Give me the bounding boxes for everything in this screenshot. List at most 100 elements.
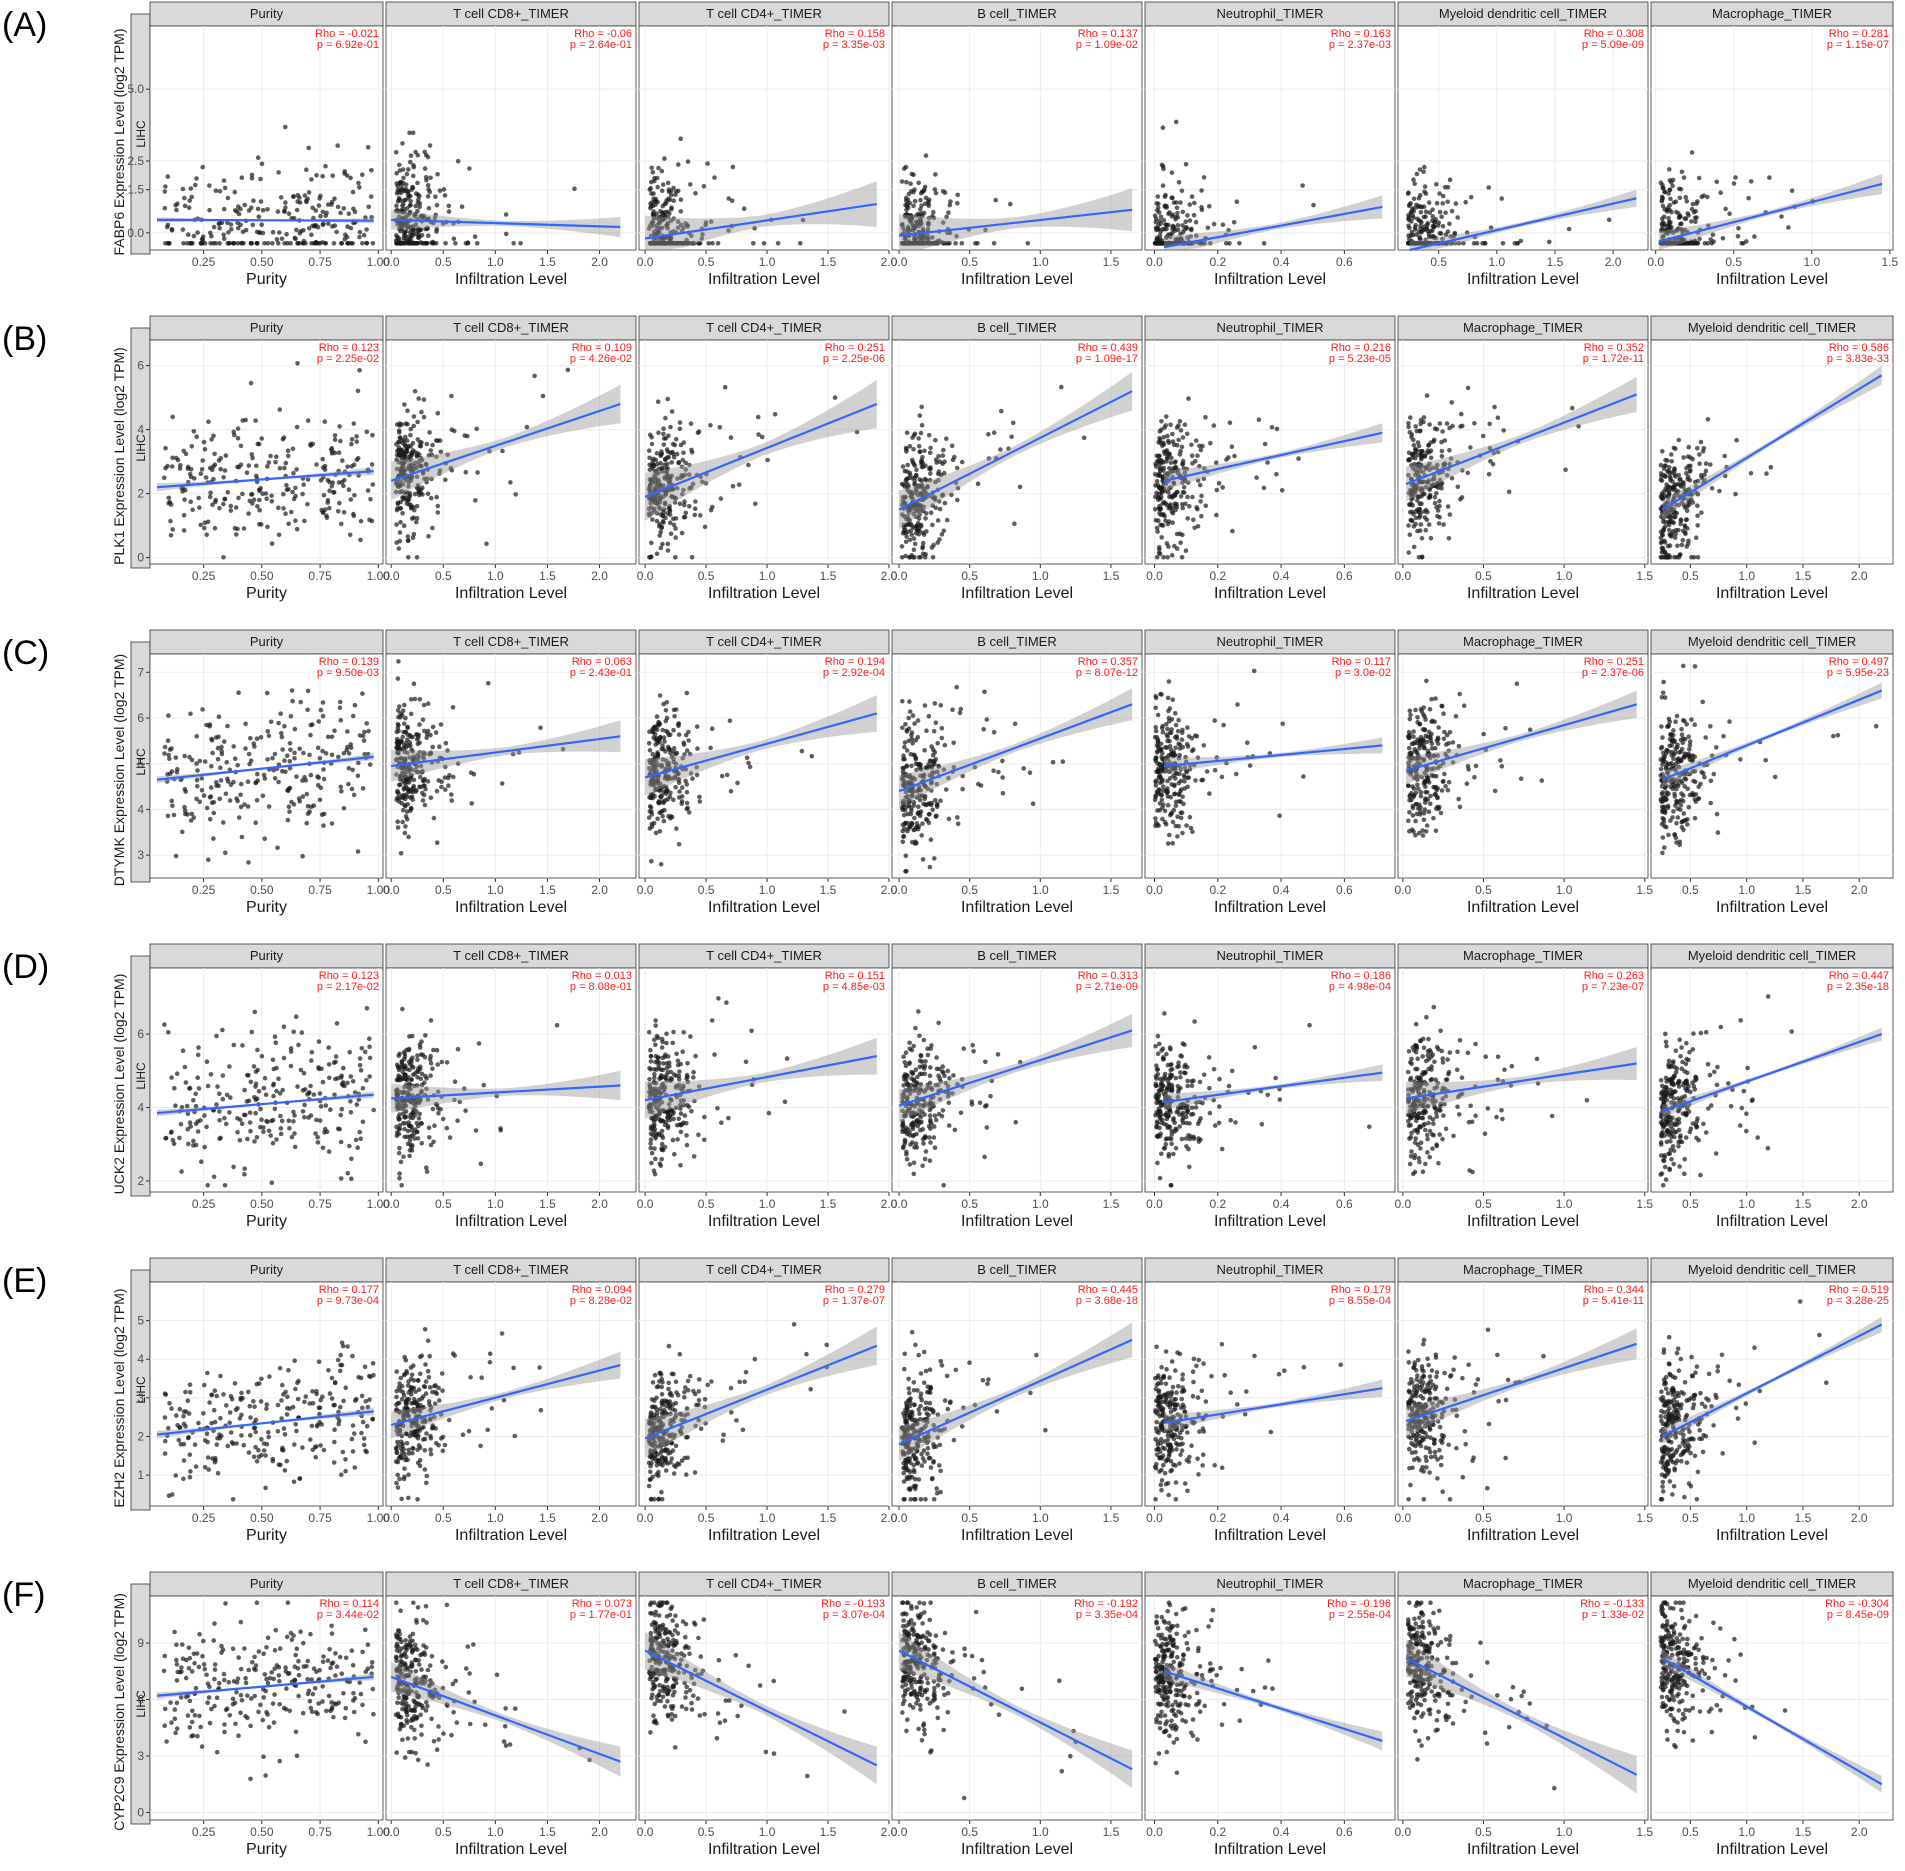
data-point — [1459, 411, 1464, 417]
data-point — [250, 222, 256, 228]
data-point — [433, 730, 439, 735]
data-point — [1450, 423, 1455, 429]
data-point — [1439, 453, 1445, 459]
data-point — [338, 699, 343, 705]
data-point — [671, 229, 676, 234]
data-point — [347, 532, 353, 538]
data-point — [360, 691, 365, 696]
data-point — [414, 737, 420, 742]
data-point — [665, 180, 671, 186]
data-point — [916, 443, 922, 449]
data-point — [1230, 528, 1235, 534]
data-point — [671, 749, 677, 755]
data-point — [413, 211, 419, 217]
panel-title: T cell CD4+_TIMER — [706, 634, 822, 649]
data-point — [420, 485, 425, 491]
data-point — [408, 198, 413, 204]
data-point — [396, 659, 401, 664]
data-point — [188, 499, 193, 505]
data-point — [918, 197, 923, 203]
data-point — [198, 471, 204, 477]
data-point — [357, 368, 362, 373]
data-point — [459, 204, 465, 209]
data-point — [1746, 195, 1751, 201]
data-point — [225, 723, 230, 729]
data-point — [206, 857, 211, 862]
data-point — [654, 215, 659, 221]
x-tick-label: 2.0 — [591, 569, 608, 583]
data-point — [320, 174, 326, 179]
data-point — [1435, 485, 1441, 491]
data-point — [402, 796, 408, 802]
data-point — [914, 467, 919, 473]
data-point — [1229, 444, 1235, 450]
data-point — [1658, 477, 1664, 483]
data-point — [396, 190, 402, 195]
y-tick-label: 3 — [137, 848, 144, 862]
y-tick-label: 4 — [137, 802, 144, 816]
data-point — [302, 193, 308, 198]
data-point — [408, 159, 413, 165]
data-point — [1417, 506, 1422, 512]
data-point — [191, 233, 197, 239]
data-point — [1701, 446, 1707, 451]
data-point — [1195, 453, 1200, 459]
data-point — [649, 540, 654, 546]
data-point — [676, 732, 682, 737]
data-point — [1419, 536, 1425, 541]
data-point — [395, 198, 401, 204]
data-point — [396, 791, 402, 796]
data-point — [1684, 544, 1689, 549]
data-point — [305, 477, 311, 482]
data-point — [265, 524, 270, 530]
data-point — [180, 186, 186, 192]
data-point — [691, 241, 697, 246]
data-point — [404, 171, 410, 177]
data-point — [954, 684, 959, 690]
data-point — [472, 234, 478, 239]
data-point — [214, 780, 219, 785]
data-point — [446, 783, 451, 788]
data-point — [946, 210, 951, 215]
data-point — [668, 218, 674, 223]
data-point — [221, 555, 226, 560]
data-point — [667, 520, 673, 525]
data-point — [281, 491, 286, 497]
data-point — [1697, 452, 1702, 457]
data-point — [442, 193, 448, 198]
data-point — [395, 449, 400, 454]
data-point — [1274, 426, 1280, 432]
data-point — [269, 541, 275, 546]
data-point — [907, 443, 913, 449]
data-point — [663, 415, 668, 421]
data-point — [718, 496, 724, 501]
data-point — [415, 180, 420, 186]
data-point — [912, 475, 918, 481]
data-point — [1195, 506, 1200, 512]
data-point — [1695, 555, 1701, 560]
data-point — [753, 501, 758, 507]
data-point — [297, 230, 303, 236]
data-point — [1195, 524, 1201, 529]
data-point — [1156, 492, 1162, 497]
data-point — [326, 221, 331, 226]
data-point — [275, 241, 281, 246]
data-point — [166, 713, 171, 718]
data-point — [1422, 184, 1428, 189]
data-point — [416, 396, 422, 401]
data-point — [394, 522, 399, 527]
data-point — [191, 429, 197, 434]
data-point — [1203, 503, 1209, 509]
data-point — [369, 462, 375, 467]
panel-title: Myeloid dendritic cell_TIMER — [1439, 6, 1607, 21]
data-point — [242, 202, 248, 208]
data-point — [939, 532, 945, 537]
data-point — [657, 220, 663, 225]
data-point — [200, 458, 205, 463]
data-point — [431, 815, 437, 821]
data-point — [1423, 527, 1429, 533]
data-point — [473, 498, 478, 503]
data-point — [238, 222, 243, 227]
data-point — [1437, 209, 1443, 215]
